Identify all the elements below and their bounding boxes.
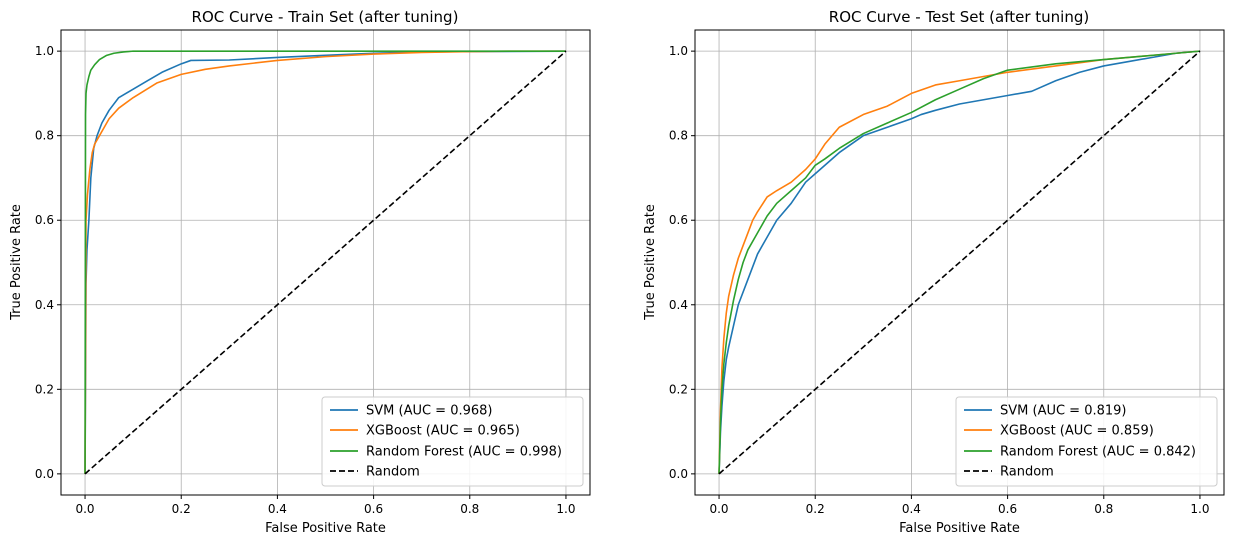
train-y-tick-label: 0.0 [35, 467, 54, 481]
test-x-tick-label: 0.4 [902, 502, 921, 516]
train-x-tick-label: 0.0 [75, 502, 94, 516]
train-series-line-xgboost [84, 50, 566, 474]
train-series-line-random [84, 50, 567, 475]
test-y-axis-label: True Positive Rate [643, 204, 658, 321]
test-plot-frame [694, 29, 1225, 496]
test-legend-label-random: Random [1000, 465, 1054, 480]
test-series-line-svm [718, 50, 1201, 474]
train-series-layer [84, 50, 567, 475]
train-y-axis-label: True Positive Rate [9, 204, 24, 321]
train-plot-frame [60, 29, 591, 496]
test-ticks: 0.0 0.2 0.4 0.6 0.8 1.0 0.0 0.2 0.4 0.6 0.8 1.0 [669, 44, 1210, 516]
train-legend-label-svm: SVM (AUC = 0.968) [366, 404, 493, 419]
test-x-tick-label: 0.2 [806, 502, 825, 516]
test-x-tick-label: 0.8 [1094, 502, 1113, 516]
test-x-tick-label: 1.0 [1190, 502, 1209, 516]
test-y-tick-label: 0.4 [669, 298, 688, 312]
train-chart-title: ROC Curve - Train Set (after tuning) [192, 8, 459, 26]
train-x-tick-label: 0.6 [364, 502, 383, 516]
test-legend-label-svm: SVM (AUC = 0.819) [1000, 404, 1127, 419]
test-series-line-xgboost [718, 50, 1201, 474]
test-x-tick-label: 0.6 [998, 502, 1017, 516]
train-y-tick-label: 0.6 [35, 213, 54, 227]
train-legend-label-xgboost: XGBoost (AUC = 0.965) [366, 424, 520, 439]
test-legend: SVM (AUC = 0.819) XGBoost (AUC = 0.859) … [955, 396, 1218, 487]
train-legend-label-random: Random [366, 465, 420, 480]
test-y-tick-label: 0.8 [669, 129, 688, 143]
test-x-axis-label: False Positive Rate [899, 521, 1020, 536]
test-legend-label-random-forest: Random Forest (AUC = 0.842) [1000, 445, 1196, 460]
train-x-tick-label: 0.2 [172, 502, 191, 516]
test-y-tick-label: 0.6 [669, 213, 688, 227]
train-legend-label-random-forest: Random Forest (AUC = 0.998) [366, 445, 562, 460]
train-x-axis-label: False Positive Rate [265, 521, 386, 536]
train-legend: SVM (AUC = 0.968) XGBoost (AUC = 0.965) … [321, 396, 584, 487]
train-x-tick-label: 1.0 [556, 502, 575, 516]
train-y-tick-label: 0.2 [35, 382, 54, 396]
test-y-tick-label: 0.0 [669, 467, 688, 481]
test-legend-label-xgboost: XGBoost (AUC = 0.859) [1000, 424, 1154, 439]
test-legend-box [955, 396, 1218, 487]
train-x-tick-label: 0.8 [460, 502, 479, 516]
test-y-tick-label: 0.2 [669, 382, 688, 396]
test-series-layer [718, 50, 1201, 475]
train-y-tick-label: 0.4 [35, 298, 54, 312]
train-ticks: 0.0 0.2 0.4 0.6 0.8 1.0 0.0 0.2 0.4 0.6 0.8 1.0 [35, 44, 576, 516]
test-series-line-random [718, 50, 1201, 475]
train-y-tick-label: 1.0 [35, 44, 54, 58]
train-y-tick-label: 0.8 [35, 129, 54, 143]
train-roc-panel: ROC Curve - Train Set (after tuning) 0.0… [9, 8, 591, 536]
train-legend-box [321, 396, 584, 487]
train-series-line-random-forest [84, 50, 566, 474]
train-series-line-svm [84, 50, 566, 474]
test-roc-panel: ROC Curve - Test Set (after tuning) 0.0 0… [643, 8, 1225, 536]
test-series-line-random-forest [718, 50, 1201, 474]
test-x-tick-label: 0.0 [709, 502, 728, 516]
train-x-tick-label: 0.4 [268, 502, 287, 516]
test-y-tick-label: 1.0 [669, 44, 688, 58]
test-chart-title: ROC Curve - Test Set (after tuning) [829, 8, 1089, 26]
